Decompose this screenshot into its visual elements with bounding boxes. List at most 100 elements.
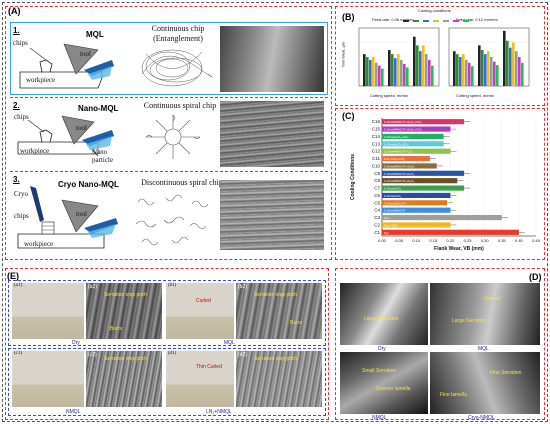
separator-1 bbox=[10, 97, 328, 98]
annotation-fine-serration: Fine Serration bbox=[490, 370, 522, 376]
bar-c3 bbox=[382, 214, 502, 221]
sem-e-b2 bbox=[236, 283, 322, 339]
category-label: C9 bbox=[374, 171, 380, 176]
photo-nmql bbox=[12, 351, 84, 407]
bar-inner-label: 0.1%wtMWCNT+Al₂O₃+CO₂ bbox=[384, 120, 423, 124]
y-axis-label: Cooling Conditions bbox=[350, 154, 356, 200]
sem-label-c2: (c2) bbox=[88, 352, 97, 358]
chips-label-3: chips bbox=[14, 212, 29, 220]
panel-b-bar bbox=[490, 57, 493, 86]
particle-label: particle bbox=[92, 156, 113, 164]
sem-label-a2: (a2) bbox=[88, 284, 97, 290]
panel-b-bar bbox=[397, 54, 400, 86]
bar-c15 bbox=[382, 126, 451, 132]
category-label: C10 bbox=[372, 163, 381, 168]
annotation-serration-b: Serration step pitch bbox=[254, 292, 298, 298]
annotation-serration-d: Serration step pitch bbox=[254, 356, 298, 362]
panel-b-bar bbox=[481, 50, 484, 86]
category-label: C5 bbox=[374, 200, 380, 205]
tool-label-1: tool bbox=[80, 50, 91, 58]
bar-inner-label: 0.1%wtAl₂O₃ bbox=[384, 194, 402, 198]
panel-b-bar bbox=[487, 51, 490, 86]
chips-label-1: chips bbox=[13, 39, 28, 47]
panel-b-bar bbox=[462, 54, 465, 86]
panel-c-border bbox=[335, 108, 545, 260]
category-label: C11 bbox=[372, 156, 380, 161]
bar-inner-label: CO₂ bbox=[384, 216, 391, 220]
tool-label-3: tool bbox=[76, 210, 87, 218]
bar-c2 bbox=[382, 222, 451, 228]
bar-inner-label: 0.1%wtMWCNT+Al₂O₃ bbox=[384, 164, 415, 168]
sem-label-d2: (d2) bbox=[238, 352, 247, 358]
annotation-fine-lamella: Fine lamella bbox=[440, 392, 467, 398]
panel-b-bar bbox=[512, 42, 515, 86]
workpiece-label-1: workpiece bbox=[26, 76, 56, 84]
panel-b-right-title: Feed rate: 0.12 mm/rev bbox=[456, 17, 498, 22]
x-tick-label: 0.00 bbox=[378, 238, 387, 243]
x-tick-label: 0.40 bbox=[515, 238, 524, 243]
nano-label: Nano bbox=[92, 148, 108, 156]
x-tick-label: 0.35 bbox=[498, 238, 507, 243]
panel-b-bar bbox=[515, 51, 518, 86]
bar-c10 bbox=[382, 163, 437, 169]
caption-d-cryo-nmql: Cryo-NMQL bbox=[468, 415, 495, 421]
annotation-large-serration-1: Large Serration bbox=[364, 316, 399, 322]
row-1-step: 1. bbox=[13, 26, 20, 35]
x-tick-label: 0.45 bbox=[532, 238, 541, 243]
bar-c7 bbox=[382, 185, 465, 191]
panel-b-bar bbox=[456, 54, 459, 86]
bar-c12 bbox=[382, 148, 451, 154]
chip-title-3: Discontinuous spiral chip bbox=[141, 178, 223, 187]
panel-b-left-title: Feed rate: 0.06 mm/rev bbox=[372, 17, 414, 22]
photo-dry bbox=[12, 283, 84, 339]
bar-inner-label: 0.1%wtAl₂O₃+CO₂ bbox=[384, 135, 409, 139]
annotation-burrs-a: Burrs bbox=[110, 326, 122, 332]
panel-b-bar bbox=[375, 62, 378, 86]
panel-d-label: (D) bbox=[529, 272, 542, 282]
sem-d-dry bbox=[340, 283, 428, 345]
bar-inner-label: 0.1%wtMWCNT bbox=[384, 209, 406, 213]
panel-b-bar bbox=[459, 57, 462, 86]
panel-b-bar bbox=[413, 36, 416, 86]
method-mql: MQL bbox=[86, 30, 104, 39]
panel-b-label: (B) bbox=[342, 12, 355, 22]
panel-e-border bbox=[5, 268, 329, 420]
discontinuous-chip-image bbox=[135, 194, 209, 246]
panel-b-border bbox=[335, 6, 545, 106]
panel-b-bar bbox=[453, 51, 456, 86]
category-label: C6 bbox=[374, 193, 380, 198]
method-cryo-nano-mql: Cryo Nano-MQL bbox=[58, 180, 119, 189]
bar-c13 bbox=[382, 141, 444, 147]
caption-d-nmql: NMQL bbox=[372, 415, 387, 421]
x-tick-label: 0.25 bbox=[464, 238, 473, 243]
bar-inner-label: 0.1%wtAl₂O₃+CO₂ bbox=[384, 142, 409, 146]
sem-cryo-nano-mql bbox=[220, 180, 324, 250]
panel-e-group-top bbox=[8, 280, 326, 346]
cryo-label: Cryo bbox=[14, 190, 28, 198]
panel-b-bar bbox=[484, 54, 487, 86]
panel-b-bar bbox=[428, 59, 431, 86]
sem-label-d1: (d1) bbox=[168, 351, 177, 356]
bar-inner-label: Dry bbox=[384, 231, 389, 235]
panel-b-bar bbox=[363, 54, 366, 86]
sem-label-b2: (b2) bbox=[238, 284, 247, 290]
sem-label-a1: (a1) bbox=[14, 283, 23, 288]
annotation-serration-a: Serration step pitch bbox=[104, 292, 148, 298]
flank-wear-chart: C1 Dry C2 Pure MQL C3 CO₂ C4 0.1%wtMWCNT C5 0.1%w… bbox=[350, 118, 541, 252]
category-label: C8 bbox=[374, 178, 380, 183]
photo-ln2-nmql bbox=[166, 351, 234, 407]
method-nano-mql: Nano-MQL bbox=[78, 104, 119, 113]
panel-b-ylabel: Tool Wear, μm bbox=[340, 41, 346, 68]
annotation-serration-c: Serration step pitch bbox=[104, 356, 148, 362]
panel-b-bar bbox=[419, 51, 422, 86]
bar-inner-label: 0.1%wtAl₂O₃ bbox=[384, 187, 402, 191]
chip-sub-1: (Entanglement) bbox=[153, 34, 203, 43]
panel-b-xlabel-left: Cutting speed, m/min bbox=[370, 93, 408, 98]
bar-c9 bbox=[382, 170, 465, 176]
x-tick-label: 0.30 bbox=[481, 238, 490, 243]
sem-e-d2 bbox=[236, 351, 322, 407]
workpiece-label-3: workpiece bbox=[24, 240, 54, 248]
caption-ln2-nmql: LN₂+NMQL bbox=[206, 409, 232, 415]
tool-label-2: tool bbox=[76, 124, 87, 132]
